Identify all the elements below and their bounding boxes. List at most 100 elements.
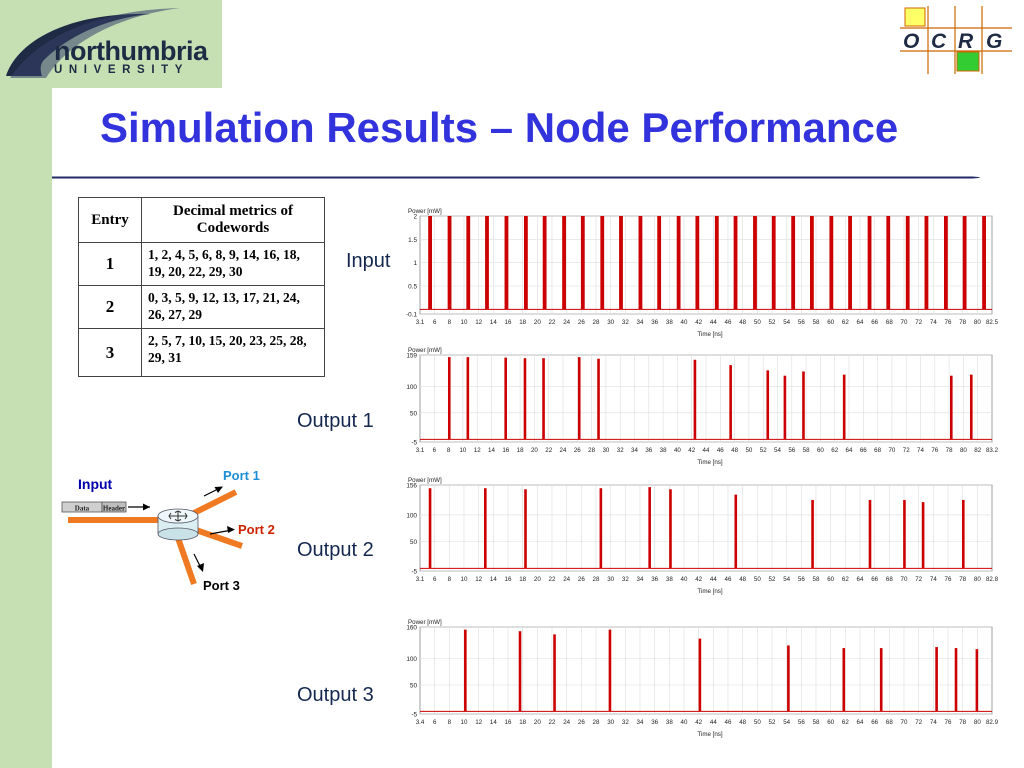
- x-tick-label: 60: [827, 319, 834, 326]
- y-tick-label: 156: [406, 483, 417, 490]
- x-tick-label: 70: [888, 447, 895, 454]
- x-tick-label: 83.2: [986, 447, 999, 454]
- pulse-mark: [580, 216, 585, 310]
- y-tick-label: -5: [411, 440, 417, 447]
- pulse-mark: [657, 216, 662, 310]
- x-tick-label: 28: [588, 447, 595, 454]
- y-tick-label: 100: [406, 656, 417, 663]
- pulse-mark: [577, 357, 581, 440]
- pulse-mark: [848, 216, 852, 310]
- pulse-mark: [523, 358, 527, 440]
- x-tick-label: 12: [475, 576, 482, 583]
- x-tick-label: 30: [607, 319, 614, 326]
- pulse-mark: [791, 216, 796, 310]
- x-tick-label: 10: [461, 576, 468, 583]
- x-tick-label: 62: [842, 719, 849, 726]
- label-output-1: Output 1: [297, 410, 374, 432]
- port2-link: [195, 527, 243, 549]
- pulse-mark: [842, 648, 846, 712]
- pulse-mark: [905, 216, 910, 310]
- x-tick-label: 80: [974, 576, 981, 583]
- node-diagram: Data Header Input Port 1 Port 2 Port 3: [61, 468, 275, 593]
- x-tick-label: 24: [563, 719, 570, 726]
- table-row: 2 0, 3, 5, 9, 12, 13, 17, 21, 24, 26, 27…: [78, 285, 325, 329]
- port1-link: [190, 489, 238, 517]
- pulse-mark: [975, 649, 979, 712]
- pulse-mark: [753, 216, 757, 310]
- x-tick-label: 64: [846, 447, 853, 454]
- pulse-mark: [553, 634, 556, 712]
- x-tick-label: 60: [817, 447, 824, 454]
- pulse-mark: [982, 216, 986, 310]
- x-tick-label: 80: [960, 447, 967, 454]
- x-tick-label: 38: [660, 447, 667, 454]
- x-tick-label: 48: [739, 719, 746, 726]
- x-tick-label: 14: [490, 319, 497, 326]
- x-tick-label: 72: [903, 447, 910, 454]
- x-tick-label: 58: [803, 447, 810, 454]
- x-tick-label: 46: [717, 447, 724, 454]
- x-tick-label: 50: [754, 319, 761, 326]
- ocrg-logo: O C R G: [900, 6, 1012, 74]
- y-tick-label: 160: [406, 625, 417, 632]
- x-tick-label: 24: [563, 319, 570, 326]
- pulse-mark: [638, 216, 643, 310]
- x-tick-label: 70: [901, 576, 908, 583]
- x-tick-label: 74: [930, 319, 937, 326]
- x-tick-label: 26: [578, 319, 585, 326]
- codeword-table: Entry Decimal metrics of Codewords 1 1, …: [78, 197, 325, 377]
- x-tick-label: 12: [475, 719, 482, 726]
- x-tick-label: 22: [549, 576, 556, 583]
- x-tick-label: 18: [519, 319, 526, 326]
- pulse-mark: [921, 502, 925, 569]
- x-tick-label: 16: [505, 719, 512, 726]
- x-tick-label: 8: [448, 719, 452, 726]
- x-tick-label: 24: [560, 447, 567, 454]
- pulse-mark: [698, 638, 702, 712]
- x-tick-label: 78: [959, 576, 966, 583]
- input-arrowhead-icon: [143, 503, 150, 511]
- pulse-mark: [924, 216, 929, 310]
- x-tick-label: 18: [517, 447, 524, 454]
- port3-link: [175, 537, 197, 585]
- x-tick-label: 24: [563, 576, 570, 583]
- x-tick-label: 42: [695, 319, 702, 326]
- x-tick-label: 6: [433, 576, 437, 583]
- pulse-mark: [464, 629, 467, 712]
- table-cell-entry: 1: [78, 242, 142, 286]
- x-tick-label: 48: [739, 576, 746, 583]
- x-tick-label: 16: [505, 576, 512, 583]
- x-tick-label: 44: [710, 319, 717, 326]
- pulse-mark: [867, 216, 872, 310]
- pulse-mark: [428, 216, 432, 310]
- x-tick-label: 42: [688, 447, 695, 454]
- x-tick-label: 6: [433, 319, 437, 326]
- x-tick-label: 58: [813, 319, 820, 326]
- y-axis-label: Power [mW]: [408, 477, 442, 484]
- x-tick-label: 66: [871, 319, 878, 326]
- y-tick-label: 2: [413, 214, 417, 221]
- x-tick-label: 3.1: [416, 576, 425, 583]
- ocrg-letter-g: G: [986, 30, 1002, 53]
- x-tick-label: 62: [842, 576, 849, 583]
- port-2-label: Port 2: [238, 522, 275, 537]
- pulse-mark: [599, 488, 603, 569]
- pulse-mark: [829, 216, 834, 310]
- x-tick-label: 82.9: [986, 719, 999, 726]
- x-tick-label: 74: [917, 447, 924, 454]
- pulse-mark: [447, 357, 451, 440]
- x-tick-label: 14: [488, 447, 495, 454]
- x-tick-label: 56: [788, 447, 795, 454]
- label-output-2: Output 2: [297, 539, 374, 561]
- pulse-mark: [695, 216, 700, 310]
- x-tick-label: 60: [827, 719, 834, 726]
- x-tick-label: 20: [534, 719, 541, 726]
- pulse-mark: [523, 216, 528, 310]
- table-cell-entry: 2: [78, 285, 142, 329]
- y-tick-label: 1.5: [408, 237, 417, 244]
- table-header-codes: Decimal metrics of Codewords: [141, 197, 325, 243]
- table-header-entry: Entry: [78, 197, 142, 243]
- table-header-row: Entry Decimal metrics of Codewords: [78, 197, 325, 243]
- x-tick-label: 56: [798, 319, 805, 326]
- x-tick-label: 26: [574, 447, 581, 454]
